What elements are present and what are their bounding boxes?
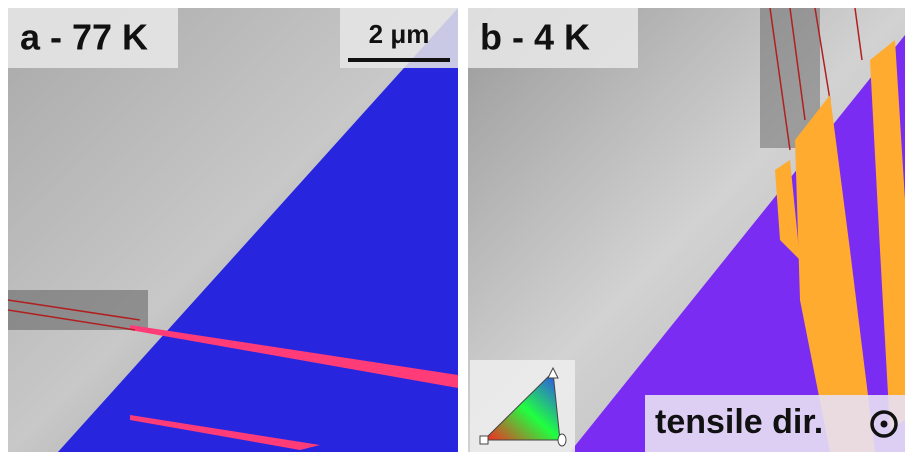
panel-label: a - 77 K (20, 17, 148, 58)
figure: a - 77 K 2 μm b - 4 K tensile dir. (0, 0, 907, 454)
panel-label: b - 4 K (480, 17, 590, 58)
panel-b: b - 4 K tensile dir. (468, 8, 905, 452)
scale-label: 2 μm (369, 19, 430, 49)
key-marker (480, 436, 488, 444)
direction-dot (881, 421, 888, 428)
annotation: tensile dir. (655, 403, 823, 441)
key-marker (558, 434, 566, 446)
panel-a: a - 77 K 2 μm (8, 8, 458, 452)
